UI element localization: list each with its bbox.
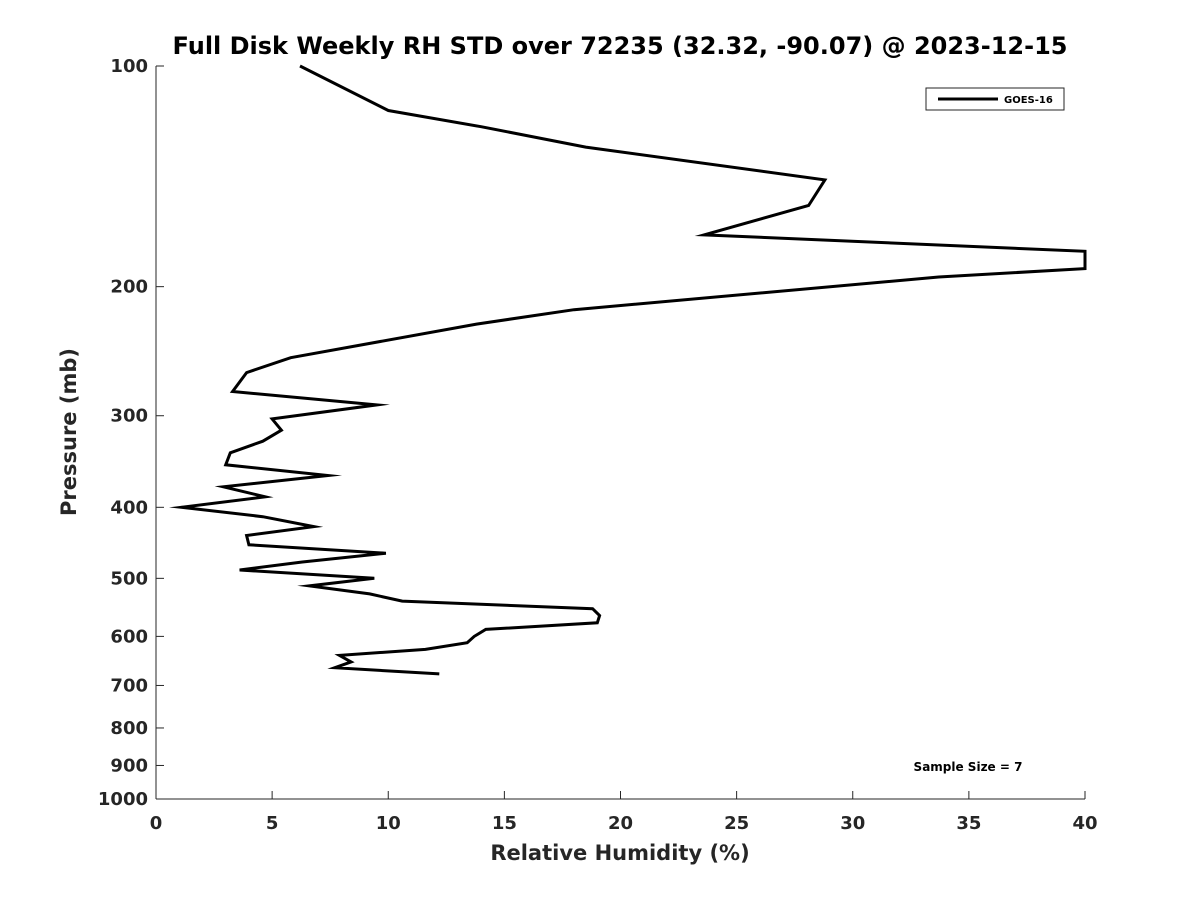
chart-title: Full Disk Weekly RH STD over 72235 (32.3…	[173, 32, 1068, 60]
legend-label: GOES-16	[1004, 95, 1053, 106]
x-tick-label: 35	[956, 813, 981, 834]
x-tick-label: 15	[492, 813, 517, 834]
sample-size-annotation: Sample Size = 7	[914, 760, 1023, 774]
y-tick-label: 200	[110, 277, 148, 298]
y-tick-label: 1000	[98, 789, 148, 810]
x-tick-label: 30	[840, 813, 865, 834]
y-axis-label: Pressure (mb)	[57, 348, 81, 516]
y-tick-label: 100	[110, 56, 148, 77]
series-layer	[168, 64, 1087, 676]
legend: GOES-16	[925, 87, 1065, 111]
x-tick-label: 0	[150, 813, 163, 834]
y-tick-label: 400	[110, 497, 148, 518]
y-tick-label: 500	[110, 568, 148, 589]
y-tick-label: 800	[110, 718, 148, 739]
y-tick-label: 700	[110, 675, 148, 696]
x-tick-label: 20	[608, 813, 633, 834]
x-tick-label: 25	[724, 813, 749, 834]
x-axis-label: Relative Humidity (%)	[490, 841, 749, 865]
x-tick-label: 10	[376, 813, 401, 834]
y-tick-label: 300	[110, 406, 148, 427]
series-line-goes-16	[168, 64, 1087, 676]
x-tick-label: 5	[266, 813, 279, 834]
x-tick-label: 40	[1072, 813, 1097, 834]
y-tick-label: 600	[110, 626, 148, 647]
y-tick-label: 900	[110, 755, 148, 776]
axes-group: 0 5 10 15 20 25 30 35 40 100 200 300 400 500 600 700 800…	[98, 56, 1098, 834]
